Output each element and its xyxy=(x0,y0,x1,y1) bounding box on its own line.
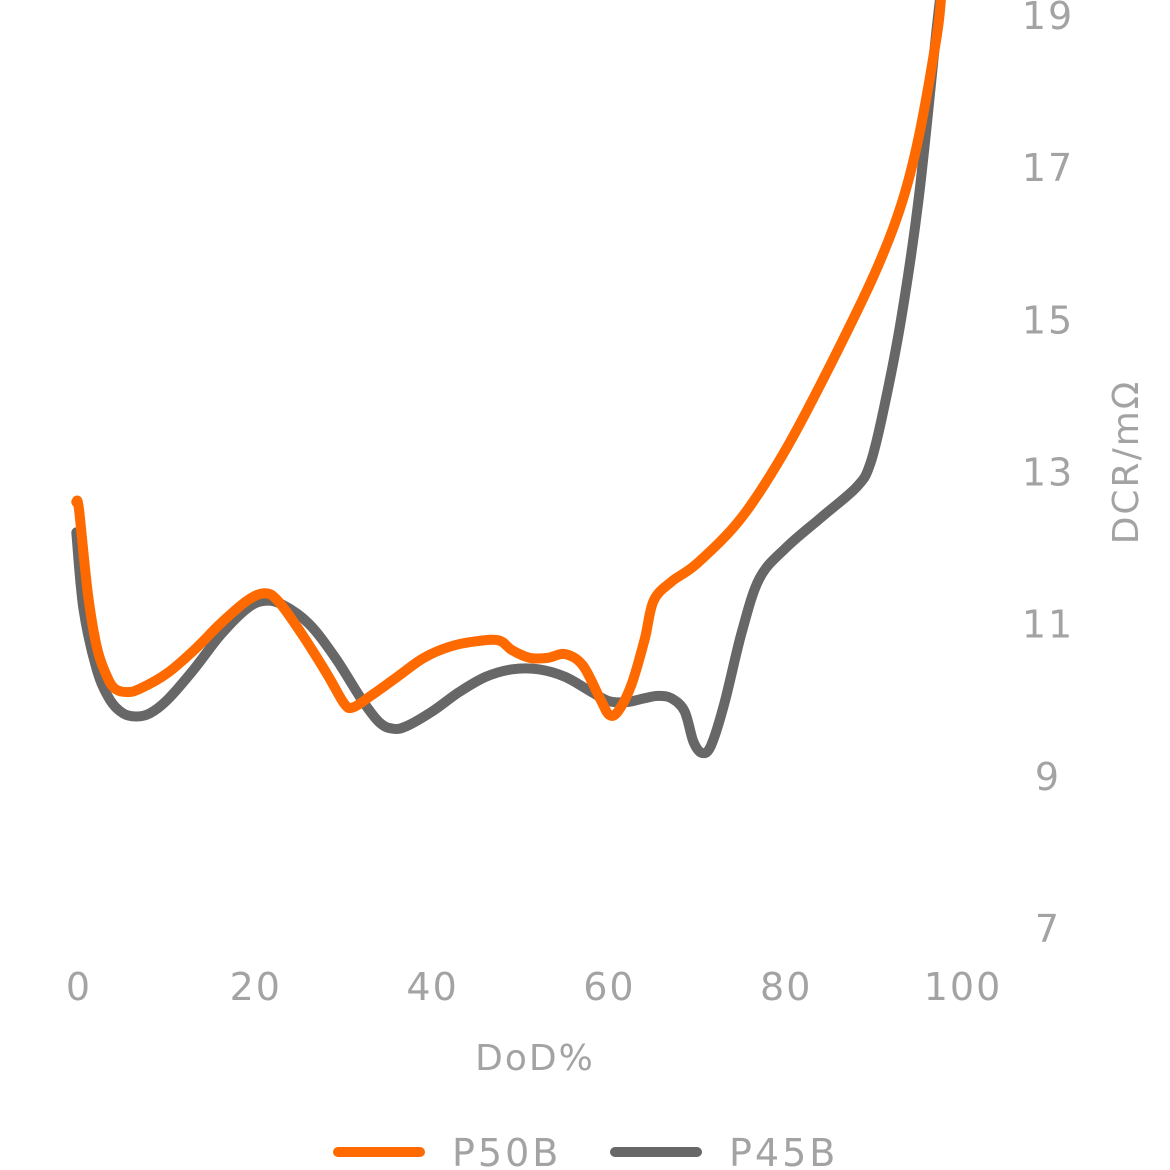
y-axis-title: DCR/mΩ xyxy=(1106,380,1147,545)
legend-item-p50b: P50B xyxy=(333,1131,561,1170)
legend-label: P50B xyxy=(452,1131,561,1170)
y-tick-label: 11 xyxy=(1022,603,1074,647)
plot-area xyxy=(71,0,946,759)
y-tick-label: 13 xyxy=(1022,451,1074,495)
y-axis-ticks: 7 9 11 13 15 17 19 xyxy=(1022,0,1074,951)
x-tick-label: 80 xyxy=(760,965,812,1009)
series-line-p45b xyxy=(71,0,945,759)
legend-item-p45b: P45B xyxy=(610,1131,838,1170)
x-tick-label: 20 xyxy=(230,965,282,1009)
x-tick-label: 0 xyxy=(66,965,92,1009)
x-tick-label: 60 xyxy=(583,965,635,1009)
legend: P50B P45B xyxy=(333,1131,838,1170)
y-tick-label: 9 xyxy=(1035,755,1061,799)
y-tick-label: 15 xyxy=(1022,298,1074,342)
series-line-p50b xyxy=(71,0,946,721)
x-axis-ticks: 0 20 40 60 80 100 xyxy=(66,965,1003,1009)
y-tick-label: 19 xyxy=(1022,0,1074,38)
y-tick-label: 17 xyxy=(1022,146,1074,190)
x-tick-label: 40 xyxy=(406,965,458,1009)
y-tick-label: 7 xyxy=(1035,907,1061,951)
x-axis-title: DoD% xyxy=(475,1038,595,1079)
legend-label: P45B xyxy=(729,1131,838,1170)
x-tick-label: 100 xyxy=(924,965,1003,1009)
